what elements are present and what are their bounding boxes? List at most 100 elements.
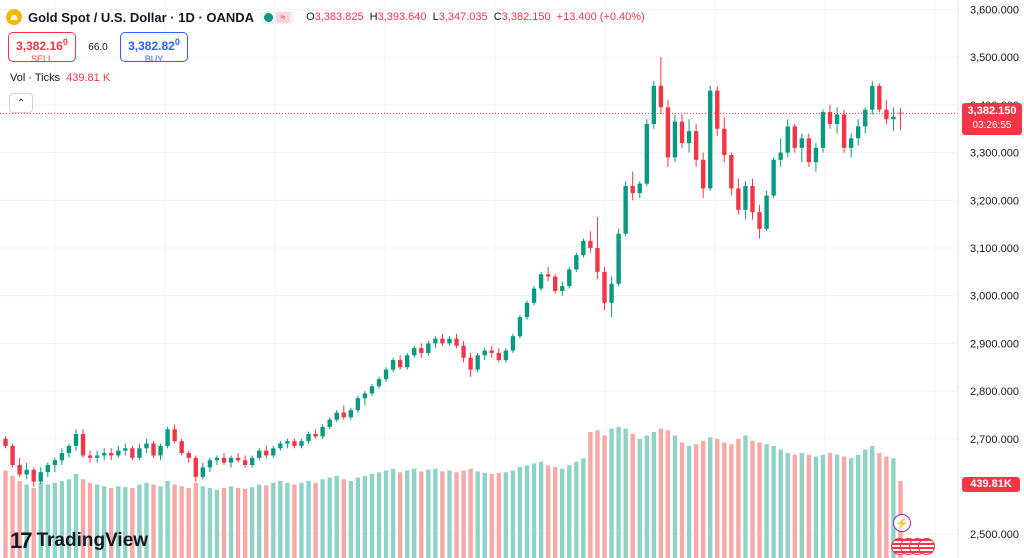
candle-body bbox=[623, 186, 628, 234]
candle-body bbox=[863, 109, 868, 127]
candle-body bbox=[743, 186, 748, 210]
buy-button[interactable]: 3,382.820 BUY bbox=[120, 32, 188, 64]
volume-bar bbox=[165, 481, 170, 558]
tradingview-logo[interactable]: 17 TradingView bbox=[10, 528, 148, 554]
candle-body bbox=[87, 455, 93, 458]
sell-price: 3,382.16 bbox=[16, 39, 63, 53]
candle-body bbox=[630, 186, 635, 194]
candle-body bbox=[461, 345, 466, 358]
volume-bar bbox=[609, 428, 614, 558]
candle-body bbox=[884, 109, 889, 120]
candle-body bbox=[348, 410, 354, 418]
candle-body bbox=[757, 212, 762, 229]
candle-body bbox=[679, 121, 685, 144]
volume-bar bbox=[327, 477, 332, 558]
price-tick-label: 3,200.000 bbox=[970, 195, 1019, 207]
volume-bar bbox=[602, 435, 607, 558]
volume-bar bbox=[827, 453, 833, 558]
candle-body bbox=[235, 457, 241, 461]
volume-bar bbox=[341, 479, 346, 558]
volume-value: 439.81 K bbox=[66, 72, 111, 84]
candle-body bbox=[186, 453, 191, 458]
volume-bar bbox=[10, 475, 15, 558]
candle-body bbox=[651, 85, 657, 124]
candle-body bbox=[693, 131, 699, 160]
candle-body bbox=[799, 138, 805, 148]
candle-body bbox=[397, 360, 403, 368]
volume-bar bbox=[193, 482, 198, 558]
price-tick-label: 3,600.000 bbox=[970, 5, 1019, 17]
symbol-title[interactable]: Gold Spot / U.S. Dollar · 1D · OANDA bbox=[28, 9, 255, 25]
candle-body bbox=[560, 286, 565, 291]
candle-body bbox=[503, 350, 509, 361]
buy-label: BUY bbox=[144, 54, 164, 64]
price-tick-label: 3,500.000 bbox=[970, 52, 1019, 64]
candle-body bbox=[616, 233, 621, 284]
sell-button[interactable]: 3,382.160 SELL bbox=[8, 32, 76, 64]
price-tick-label: 2,800.000 bbox=[970, 386, 1019, 398]
candle-body bbox=[158, 445, 163, 456]
price-tick-label: 2,900.000 bbox=[970, 338, 1019, 350]
volume-bar bbox=[856, 454, 861, 558]
volume-bar bbox=[820, 454, 826, 558]
last-price-tag: 3,382.150 03:26:55 bbox=[962, 103, 1022, 135]
volume-bar bbox=[228, 486, 234, 558]
volume-bar bbox=[73, 474, 79, 558]
volume-bar bbox=[24, 484, 29, 558]
candle-body bbox=[841, 114, 847, 148]
volume-bar bbox=[489, 474, 494, 558]
volume-bar bbox=[320, 479, 325, 558]
candle-body bbox=[722, 128, 727, 155]
candle-body bbox=[778, 152, 783, 160]
candle-body bbox=[454, 338, 459, 346]
volume-bar bbox=[334, 475, 339, 558]
candle-body bbox=[510, 336, 516, 351]
candle-body bbox=[355, 398, 361, 411]
volume-bar bbox=[482, 473, 487, 558]
candle-body bbox=[538, 274, 544, 289]
volume-bar bbox=[144, 482, 149, 558]
volume-bar bbox=[736, 439, 741, 558]
volume-bar bbox=[116, 486, 121, 558]
economic-events[interactable] bbox=[891, 538, 935, 556]
volume-bar bbox=[545, 465, 551, 558]
volume-bar bbox=[376, 472, 382, 558]
candle-body bbox=[109, 453, 114, 456]
volume-bar bbox=[433, 468, 438, 558]
candle-body bbox=[405, 355, 410, 368]
volume-bar bbox=[101, 486, 107, 558]
volume-bar bbox=[306, 481, 311, 558]
us-flag-icon[interactable] bbox=[918, 538, 935, 555]
candle-body bbox=[151, 443, 156, 456]
volume-bar bbox=[355, 477, 361, 558]
candle-body bbox=[257, 450, 262, 458]
candle-body bbox=[144, 443, 149, 449]
candle-body bbox=[390, 360, 396, 370]
candle-body bbox=[764, 195, 769, 229]
lightning-icon[interactable]: ⚡ bbox=[893, 514, 911, 532]
volume-bar bbox=[390, 468, 396, 558]
candle-body bbox=[278, 443, 283, 449]
volume-bar bbox=[665, 430, 671, 558]
price-axis[interactable]: 3,600.0003,500.0003,400.0003,300.0003,20… bbox=[957, 0, 1019, 558]
candle-body bbox=[489, 350, 494, 353]
price-tick-label: 2,700.000 bbox=[970, 434, 1019, 446]
volume-bar bbox=[722, 442, 727, 558]
sell-price-sup: 0 bbox=[62, 37, 68, 47]
volume-bar bbox=[813, 456, 819, 558]
market-status[interactable]: ≈ bbox=[260, 10, 295, 24]
volume-bar bbox=[80, 479, 86, 558]
volume-label: Vol · Ticks bbox=[10, 72, 61, 84]
trade-panel: 3,382.160 SELL 66.0 3,382.820 BUY bbox=[8, 32, 188, 64]
candle-body bbox=[101, 453, 107, 456]
volume-bar bbox=[31, 488, 36, 558]
candle-body bbox=[10, 445, 15, 465]
candle-body bbox=[870, 85, 875, 110]
candle-body bbox=[736, 188, 741, 210]
volume-legend[interactable]: Vol · Ticks 439.81 K bbox=[10, 72, 110, 84]
collapse-legend-button[interactable]: ⌃ bbox=[9, 93, 33, 113]
volume-bar bbox=[708, 437, 713, 558]
volume-bar bbox=[348, 481, 354, 558]
volume-bar bbox=[785, 453, 790, 558]
